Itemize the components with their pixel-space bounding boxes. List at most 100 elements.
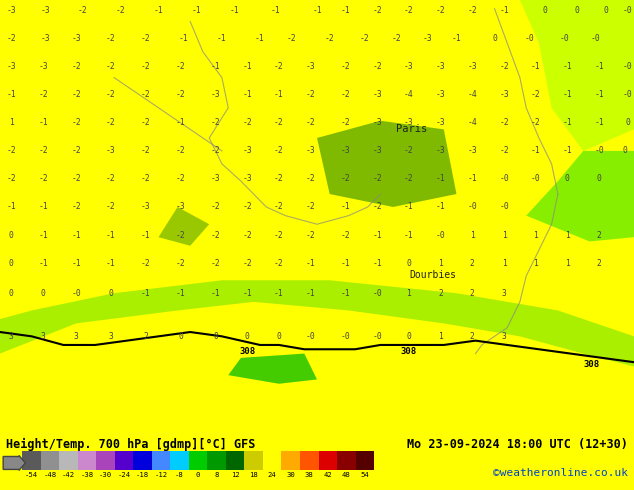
Text: -2: -2 xyxy=(210,147,221,155)
Text: 0: 0 xyxy=(41,289,46,298)
Polygon shape xyxy=(317,121,456,207)
Text: -2: -2 xyxy=(210,230,221,240)
Text: -2: -2 xyxy=(306,174,316,183)
Text: -0: -0 xyxy=(524,34,534,43)
Text: -3: -3 xyxy=(404,62,414,72)
Text: 2: 2 xyxy=(470,289,475,298)
Bar xyxy=(133,451,152,470)
Text: 0: 0 xyxy=(276,332,281,341)
Text: -2: -2 xyxy=(176,259,186,268)
Text: -2: -2 xyxy=(38,174,48,183)
Text: 12: 12 xyxy=(231,472,240,478)
Text: -3: -3 xyxy=(372,90,382,99)
Text: -3: -3 xyxy=(6,6,16,15)
Text: -38: -38 xyxy=(81,472,94,478)
Text: 18: 18 xyxy=(249,472,258,478)
Text: -2: -2 xyxy=(274,230,284,240)
Text: -2: -2 xyxy=(71,202,81,212)
Text: -2: -2 xyxy=(359,34,370,43)
Text: -8: -8 xyxy=(175,472,184,478)
Text: -2: -2 xyxy=(467,6,477,15)
Text: -1: -1 xyxy=(499,6,509,15)
Text: -2: -2 xyxy=(531,90,541,99)
Text: -2: -2 xyxy=(141,90,151,99)
Text: -3: -3 xyxy=(210,174,221,183)
Text: -2: -2 xyxy=(71,119,81,127)
Text: -1: -1 xyxy=(6,90,16,99)
Text: 1: 1 xyxy=(565,230,570,240)
Text: -2: -2 xyxy=(106,90,116,99)
Text: -2: -2 xyxy=(71,62,81,72)
Text: -2: -2 xyxy=(372,202,382,212)
Text: -0: -0 xyxy=(467,202,477,212)
Text: -1: -1 xyxy=(242,90,252,99)
Text: -2: -2 xyxy=(499,62,509,72)
Text: -0: -0 xyxy=(306,332,316,341)
Text: -1: -1 xyxy=(594,90,604,99)
Bar xyxy=(22,451,41,470)
Text: -2: -2 xyxy=(404,147,414,155)
Text: -2: -2 xyxy=(306,202,316,212)
Text: -3: -3 xyxy=(41,6,51,15)
Text: -1: -1 xyxy=(106,259,116,268)
Text: -1: -1 xyxy=(404,230,414,240)
Text: -2: -2 xyxy=(340,62,351,72)
Bar xyxy=(337,451,356,470)
Text: -1: -1 xyxy=(38,259,48,268)
Text: -2: -2 xyxy=(6,34,16,43)
Text: -2: -2 xyxy=(340,119,351,127)
Text: -3: -3 xyxy=(41,34,51,43)
Text: -3: -3 xyxy=(106,147,116,155)
Text: -0: -0 xyxy=(623,90,633,99)
Text: -0: -0 xyxy=(372,289,382,298)
Text: -2: -2 xyxy=(141,62,151,72)
Polygon shape xyxy=(228,354,317,384)
Text: -1: -1 xyxy=(340,259,351,268)
Text: 48: 48 xyxy=(342,472,351,478)
Text: -2: -2 xyxy=(210,259,221,268)
Text: -2: -2 xyxy=(71,90,81,99)
Text: -2: -2 xyxy=(141,147,151,155)
Text: 54: 54 xyxy=(360,472,369,478)
Bar xyxy=(171,451,189,470)
Text: 38: 38 xyxy=(305,472,314,478)
Text: -1: -1 xyxy=(436,174,446,183)
Text: -1: -1 xyxy=(141,289,151,298)
Text: -1: -1 xyxy=(404,202,414,212)
Text: 0: 0 xyxy=(625,119,630,127)
Text: -3: -3 xyxy=(372,119,382,127)
Text: -1: -1 xyxy=(340,289,351,298)
Bar xyxy=(152,451,171,470)
Text: -3: -3 xyxy=(340,147,351,155)
Text: -3: -3 xyxy=(306,147,316,155)
Text: -2: -2 xyxy=(404,174,414,183)
Text: 3: 3 xyxy=(41,332,46,341)
Text: -2: -2 xyxy=(372,62,382,72)
Text: -3: -3 xyxy=(436,90,446,99)
Text: -1: -1 xyxy=(179,34,189,43)
Text: -1: -1 xyxy=(255,34,265,43)
Polygon shape xyxy=(526,151,634,242)
Text: -0: -0 xyxy=(499,202,509,212)
Polygon shape xyxy=(158,207,209,246)
Text: -2: -2 xyxy=(176,174,186,183)
Text: -1: -1 xyxy=(191,6,202,15)
Text: -3: -3 xyxy=(242,174,252,183)
Text: -2: -2 xyxy=(340,90,351,99)
Text: 308: 308 xyxy=(401,347,417,356)
Bar xyxy=(41,451,59,470)
Text: -1: -1 xyxy=(210,289,221,298)
Text: 0: 0 xyxy=(543,6,548,15)
Text: 2: 2 xyxy=(470,332,475,341)
Text: -3: -3 xyxy=(141,202,151,212)
Text: 1: 1 xyxy=(438,332,443,341)
Text: 0: 0 xyxy=(406,332,411,341)
Bar xyxy=(263,451,281,470)
Text: 0: 0 xyxy=(492,34,497,43)
Text: 1: 1 xyxy=(533,259,538,268)
Text: -2: -2 xyxy=(6,147,16,155)
Text: -2: -2 xyxy=(71,174,81,183)
Text: -1: -1 xyxy=(6,202,16,212)
Bar xyxy=(245,451,263,470)
Text: -0: -0 xyxy=(594,147,604,155)
